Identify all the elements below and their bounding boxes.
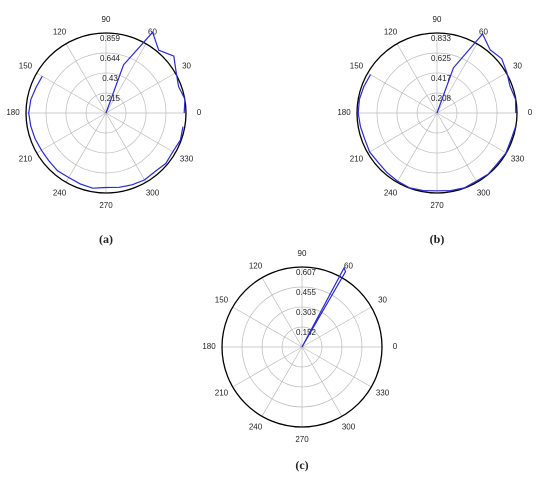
ring (65, 72, 147, 154)
angle-label: 0 (393, 342, 398, 351)
angle-label: 0 (528, 108, 533, 117)
angle-label: 270 (295, 435, 309, 444)
angle-label: 210 (215, 389, 229, 398)
angle-label: 150 (215, 296, 229, 305)
data-line (28, 31, 186, 189)
ring (45, 52, 167, 174)
ring (281, 326, 323, 368)
ring (85, 92, 127, 134)
radius-label: 0.43 (102, 74, 118, 83)
ring (396, 72, 478, 154)
panel-label: (c) (295, 458, 308, 472)
radius-label: 0.607 (296, 268, 317, 277)
angle-label: 180 (202, 342, 216, 351)
angle-label: 300 (146, 189, 160, 198)
radius-label: 0.208 (431, 94, 452, 103)
angle-label: 30 (513, 62, 522, 71)
outer-circle (356, 32, 518, 194)
angle-label: 240 (53, 189, 67, 198)
radius-label: 0.644 (100, 54, 121, 63)
angle-label: 30 (182, 62, 191, 71)
angle-label: 330 (376, 389, 390, 398)
radius-label: 0.417 (431, 74, 452, 83)
panel-label: (a) (99, 232, 113, 246)
radius-label: 0.859 (100, 34, 121, 43)
ring (416, 92, 458, 134)
angle-label: 90 (102, 15, 111, 24)
angle-label: 240 (249, 423, 263, 432)
data-line (357, 32, 517, 192)
angle-label: 270 (430, 201, 444, 210)
angle-label: 180 (6, 108, 20, 117)
angle-label: 210 (19, 155, 33, 164)
radius-label: 0.455 (296, 288, 317, 297)
angle-label: 150 (19, 62, 33, 71)
angle-label: 0 (197, 108, 202, 117)
ring (261, 306, 343, 388)
angle-label: 180 (337, 108, 351, 117)
outer-circle (221, 266, 383, 428)
radius-label: 0.152 (296, 328, 317, 337)
outer-circle (25, 32, 187, 194)
data-line (301, 266, 347, 348)
angle-label: 90 (433, 15, 442, 24)
angle-label: 210 (350, 155, 364, 164)
angle-label: 150 (350, 62, 364, 71)
radius-label: 0.625 (431, 54, 452, 63)
radius-label: 0.303 (296, 308, 317, 317)
angle-label: 30 (378, 296, 387, 305)
angle-label: 60 (344, 262, 353, 271)
angle-label: 120 (384, 28, 398, 37)
radius-label: 0.215 (100, 94, 121, 103)
angle-label: 240 (384, 189, 398, 198)
ring (241, 286, 363, 408)
angle-label: 330 (511, 155, 525, 164)
radius-label: 0.833 (431, 34, 452, 43)
angle-label: 120 (249, 262, 263, 271)
angle-label: 90 (298, 249, 307, 258)
angle-label: 270 (99, 201, 113, 210)
angle-label: 60 (479, 28, 488, 37)
angle-label: 300 (342, 423, 356, 432)
angle-label: 120 (53, 28, 67, 37)
panel-label: (b) (430, 232, 445, 246)
ring (376, 52, 498, 174)
angle-label: 330 (180, 155, 194, 164)
angle-label: 300 (477, 189, 491, 198)
